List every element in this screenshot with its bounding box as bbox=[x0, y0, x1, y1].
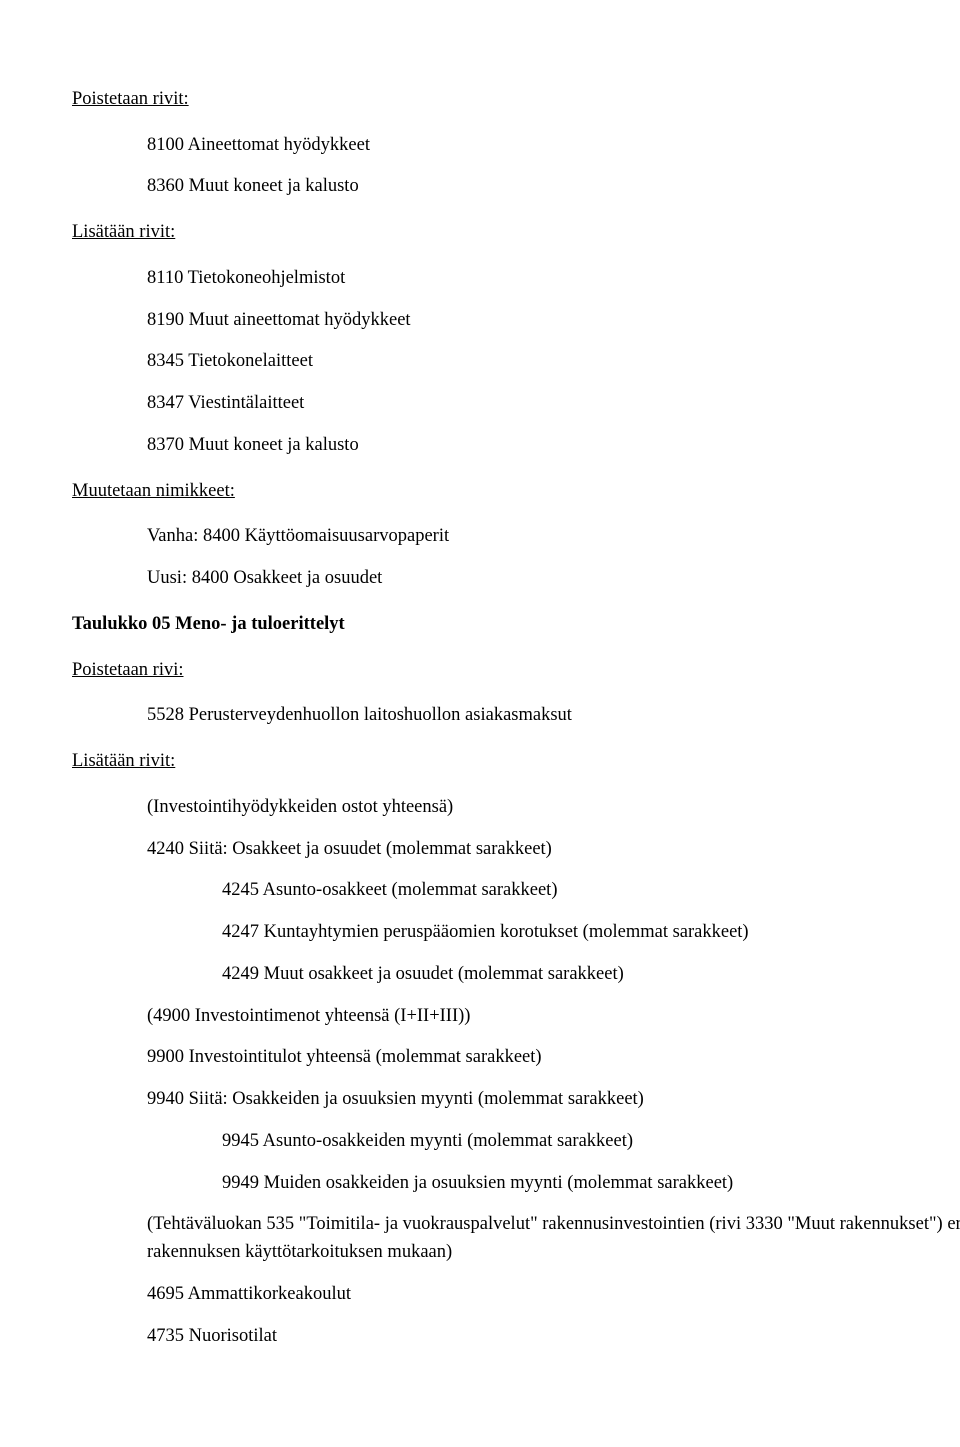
text-line: Uusi: 8400 Osakkeet ja osuudet bbox=[72, 565, 960, 593]
text-line: 4247 Kuntayhtymien peruspääomien korotuk… bbox=[72, 919, 960, 947]
text-line: 8110 Tietokoneohjelmistot bbox=[72, 265, 960, 293]
text-line: Vanha: 8400 Käyttöomaisuusarvopaperit bbox=[72, 523, 960, 551]
section3-heading: Muutetaan nimikkeet: bbox=[72, 478, 960, 506]
text-line: 4735 Nuorisotilat bbox=[72, 1323, 960, 1351]
text-line: 4249 Muut osakkeet ja osuudet (molemmat … bbox=[72, 961, 960, 989]
text-line: 8100 Aineettomat hyödykkeet bbox=[72, 132, 960, 160]
text-line: (4900 Investointimenot yhteensä (I+II+II… bbox=[72, 1003, 960, 1031]
text-line: 8345 Tietokonelaitteet bbox=[72, 348, 960, 376]
text-line: 9945 Asunto-osakkeiden myynti (molemmat … bbox=[72, 1128, 960, 1156]
text-line: 8347 Viestintälaitteet bbox=[72, 390, 960, 418]
text-line: 4695 Ammattikorkeakoulut bbox=[72, 1281, 960, 1309]
text-line: 4240 Siitä: Osakkeet ja osuudet (molemma… bbox=[72, 836, 960, 864]
text-line: 5528 Perusterveydenhuollon laitoshuollon… bbox=[72, 702, 960, 730]
text-line: (Tehtäväluokan 535 "Toimitila- ja vuokra… bbox=[72, 1211, 960, 1267]
page-number: 5 bbox=[72, 40, 960, 68]
text-line: 9940 Siitä: Osakkeiden ja osuuksien myyn… bbox=[72, 1086, 960, 1114]
section1-heading: Poistetaan rivit: bbox=[72, 86, 960, 114]
text-line: 8190 Muut aineettomat hyödykkeet bbox=[72, 307, 960, 335]
section5-heading: Poistetaan rivi: bbox=[72, 657, 960, 685]
text-line: 9949 Muiden osakkeiden ja osuuksien myyn… bbox=[72, 1170, 960, 1198]
section2-heading: Lisätään rivit: bbox=[72, 219, 960, 247]
text-line: 8360 Muut koneet ja kalusto bbox=[72, 173, 960, 201]
text-line: 4245 Asunto-osakkeet (molemmat sarakkeet… bbox=[72, 877, 960, 905]
section4-heading: Taulukko 05 Meno- ja tuloerittelyt bbox=[72, 611, 960, 639]
section6-heading: Lisätään rivit: bbox=[72, 748, 960, 776]
text-line: (Investointihyödykkeiden ostot yhteensä) bbox=[72, 794, 960, 822]
text-line: 9900 Investointitulot yhteensä (molemmat… bbox=[72, 1044, 960, 1072]
text-line: 8370 Muut koneet ja kalusto bbox=[72, 432, 960, 460]
